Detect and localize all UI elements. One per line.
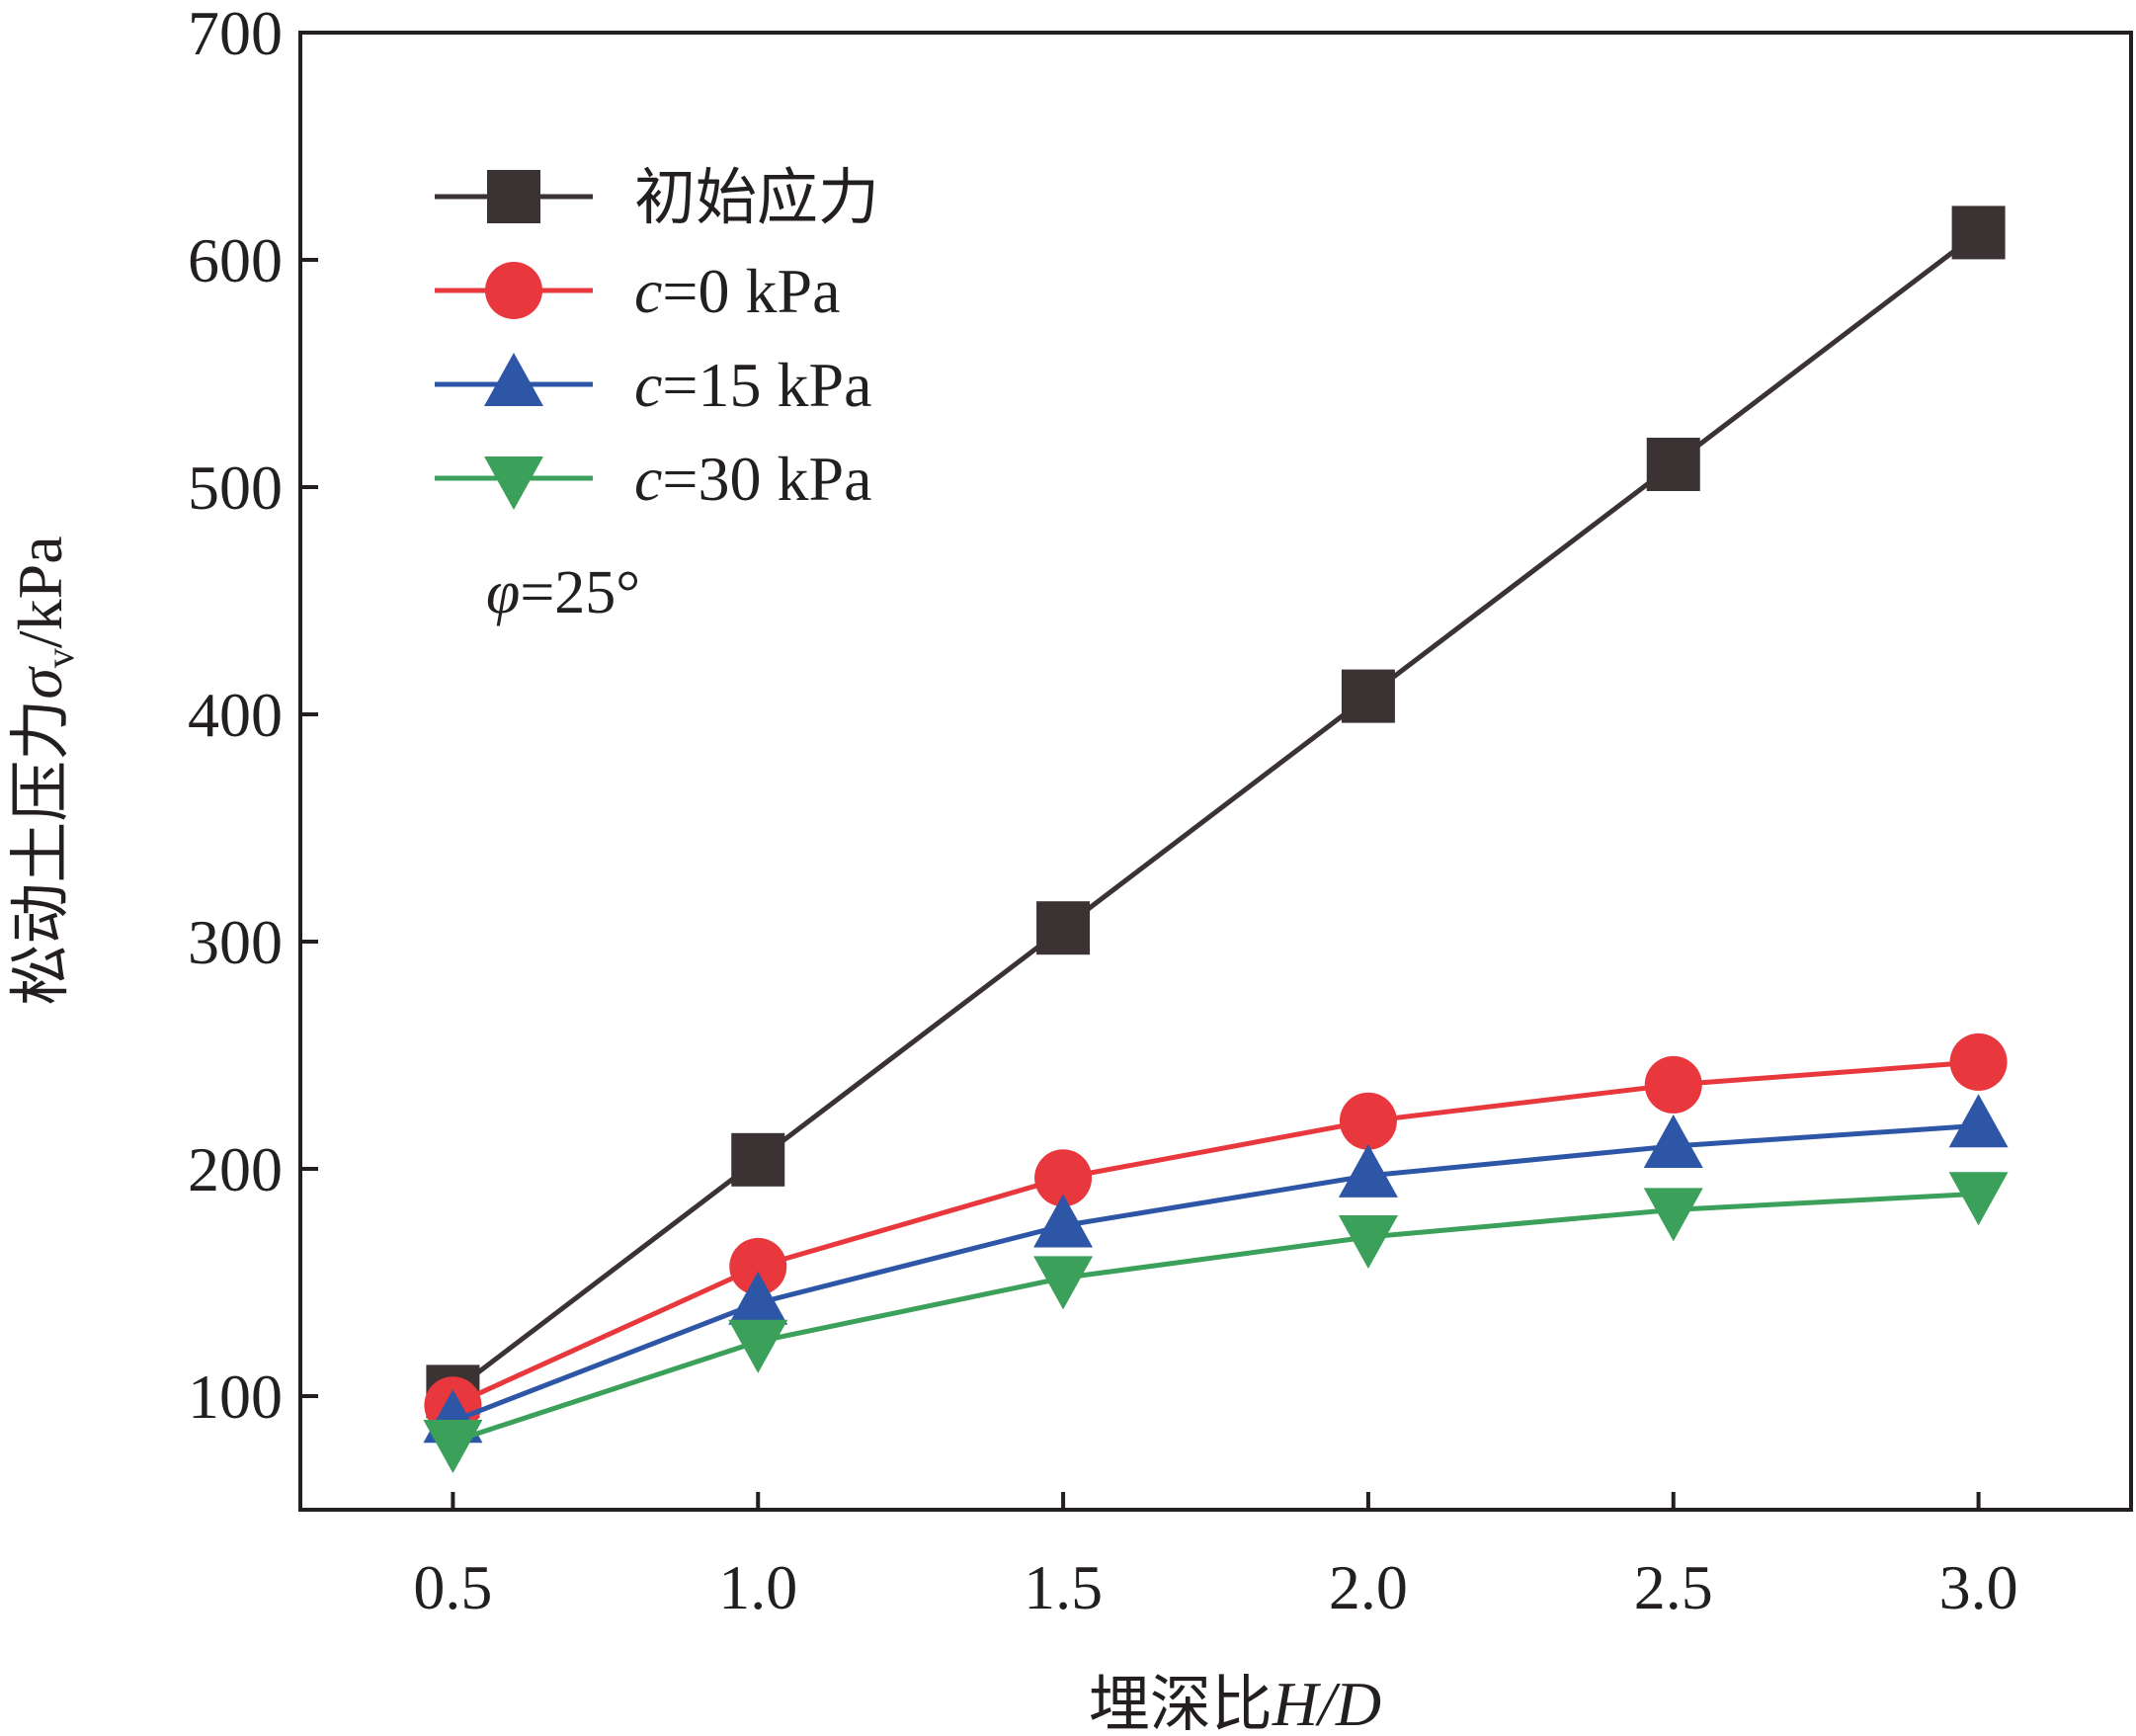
legend-label: c=30 kPa bbox=[634, 444, 872, 514]
data-point bbox=[728, 1271, 788, 1325]
legend-entry-1: c=0 kPa bbox=[435, 256, 841, 326]
x-tick-label: 2.5 bbox=[1634, 1552, 1713, 1622]
legend-entry-2: c=15 kPa bbox=[435, 350, 872, 420]
x-tick-label: 1.0 bbox=[718, 1552, 797, 1622]
series-2 bbox=[423, 1094, 2009, 1444]
data-point bbox=[1646, 438, 1700, 491]
y-tick-label: 500 bbox=[188, 453, 283, 523]
series-3 bbox=[423, 1172, 2009, 1473]
x-tick-label: 2.0 bbox=[1329, 1552, 1408, 1622]
x-tick-label: 1.5 bbox=[1024, 1552, 1103, 1622]
data-point bbox=[1341, 669, 1395, 723]
y-axis-ticks: 100 200 300 400 500 600 700 bbox=[188, 0, 318, 1432]
series-line bbox=[452, 1191, 1979, 1445]
legend-marker bbox=[485, 262, 542, 319]
legend: 初始应力 c=0 kPa c=15 kPa c=30 kPa bbox=[435, 161, 879, 514]
legend-entry-0: 初始应力 bbox=[435, 161, 879, 233]
legend-label: c=15 kPa bbox=[634, 350, 872, 420]
y-tick-label: 100 bbox=[188, 1362, 283, 1432]
y-axis-title: 松动土压力σv/kPa bbox=[4, 536, 82, 1005]
data-point bbox=[1643, 1188, 1703, 1242]
y-tick-label: 600 bbox=[188, 225, 283, 295]
data-point bbox=[1948, 1094, 2009, 1148]
series-0 bbox=[426, 206, 2006, 1419]
series-1 bbox=[424, 1033, 2008, 1435]
series-line bbox=[452, 1122, 1979, 1424]
x-axis-title: 埋深比H/D bbox=[1089, 1668, 1381, 1736]
parameter-annotation: φ=25° bbox=[486, 559, 640, 626]
data-point bbox=[731, 1132, 785, 1187]
data-point bbox=[423, 1420, 483, 1473]
y-tick-label: 700 bbox=[188, 0, 283, 68]
data-point bbox=[1951, 206, 2006, 260]
legend-marker bbox=[484, 353, 543, 406]
series-line bbox=[451, 230, 1981, 1394]
legend-label: 初始应力 bbox=[634, 161, 879, 233]
data-point bbox=[1033, 1194, 1094, 1248]
data-point bbox=[728, 1319, 788, 1373]
legend-marker bbox=[487, 170, 540, 223]
x-tick-label: 0.5 bbox=[413, 1552, 492, 1622]
data-point bbox=[1033, 1256, 1094, 1310]
x-axis-ticks: 0.5 1.0 1.5 2.0 2.5 3.0 bbox=[413, 1492, 2018, 1622]
data-point bbox=[1339, 1092, 1397, 1150]
legend-entry-3: c=30 kPa bbox=[435, 444, 872, 514]
data-point bbox=[1034, 1149, 1093, 1207]
data-point bbox=[1949, 1033, 2008, 1091]
plot-area-frame bbox=[298, 31, 2133, 1512]
data-point bbox=[1036, 901, 1091, 955]
x-tick-label: 3.0 bbox=[1939, 1552, 2018, 1622]
legend-marker bbox=[484, 456, 543, 510]
data-point bbox=[1338, 1215, 1398, 1269]
data-point bbox=[1644, 1055, 1702, 1114]
data-point bbox=[1338, 1143, 1398, 1198]
y-tick-label: 400 bbox=[188, 680, 283, 750]
series-layer bbox=[423, 206, 2009, 1473]
y-tick-label: 200 bbox=[188, 1134, 283, 1204]
data-point bbox=[1643, 1115, 1703, 1168]
data-point bbox=[729, 1237, 787, 1295]
legend-label: c=0 kPa bbox=[634, 256, 841, 326]
y-tick-label: 300 bbox=[188, 907, 283, 977]
data-point bbox=[1948, 1172, 2009, 1226]
series-line bbox=[452, 1059, 1979, 1408]
